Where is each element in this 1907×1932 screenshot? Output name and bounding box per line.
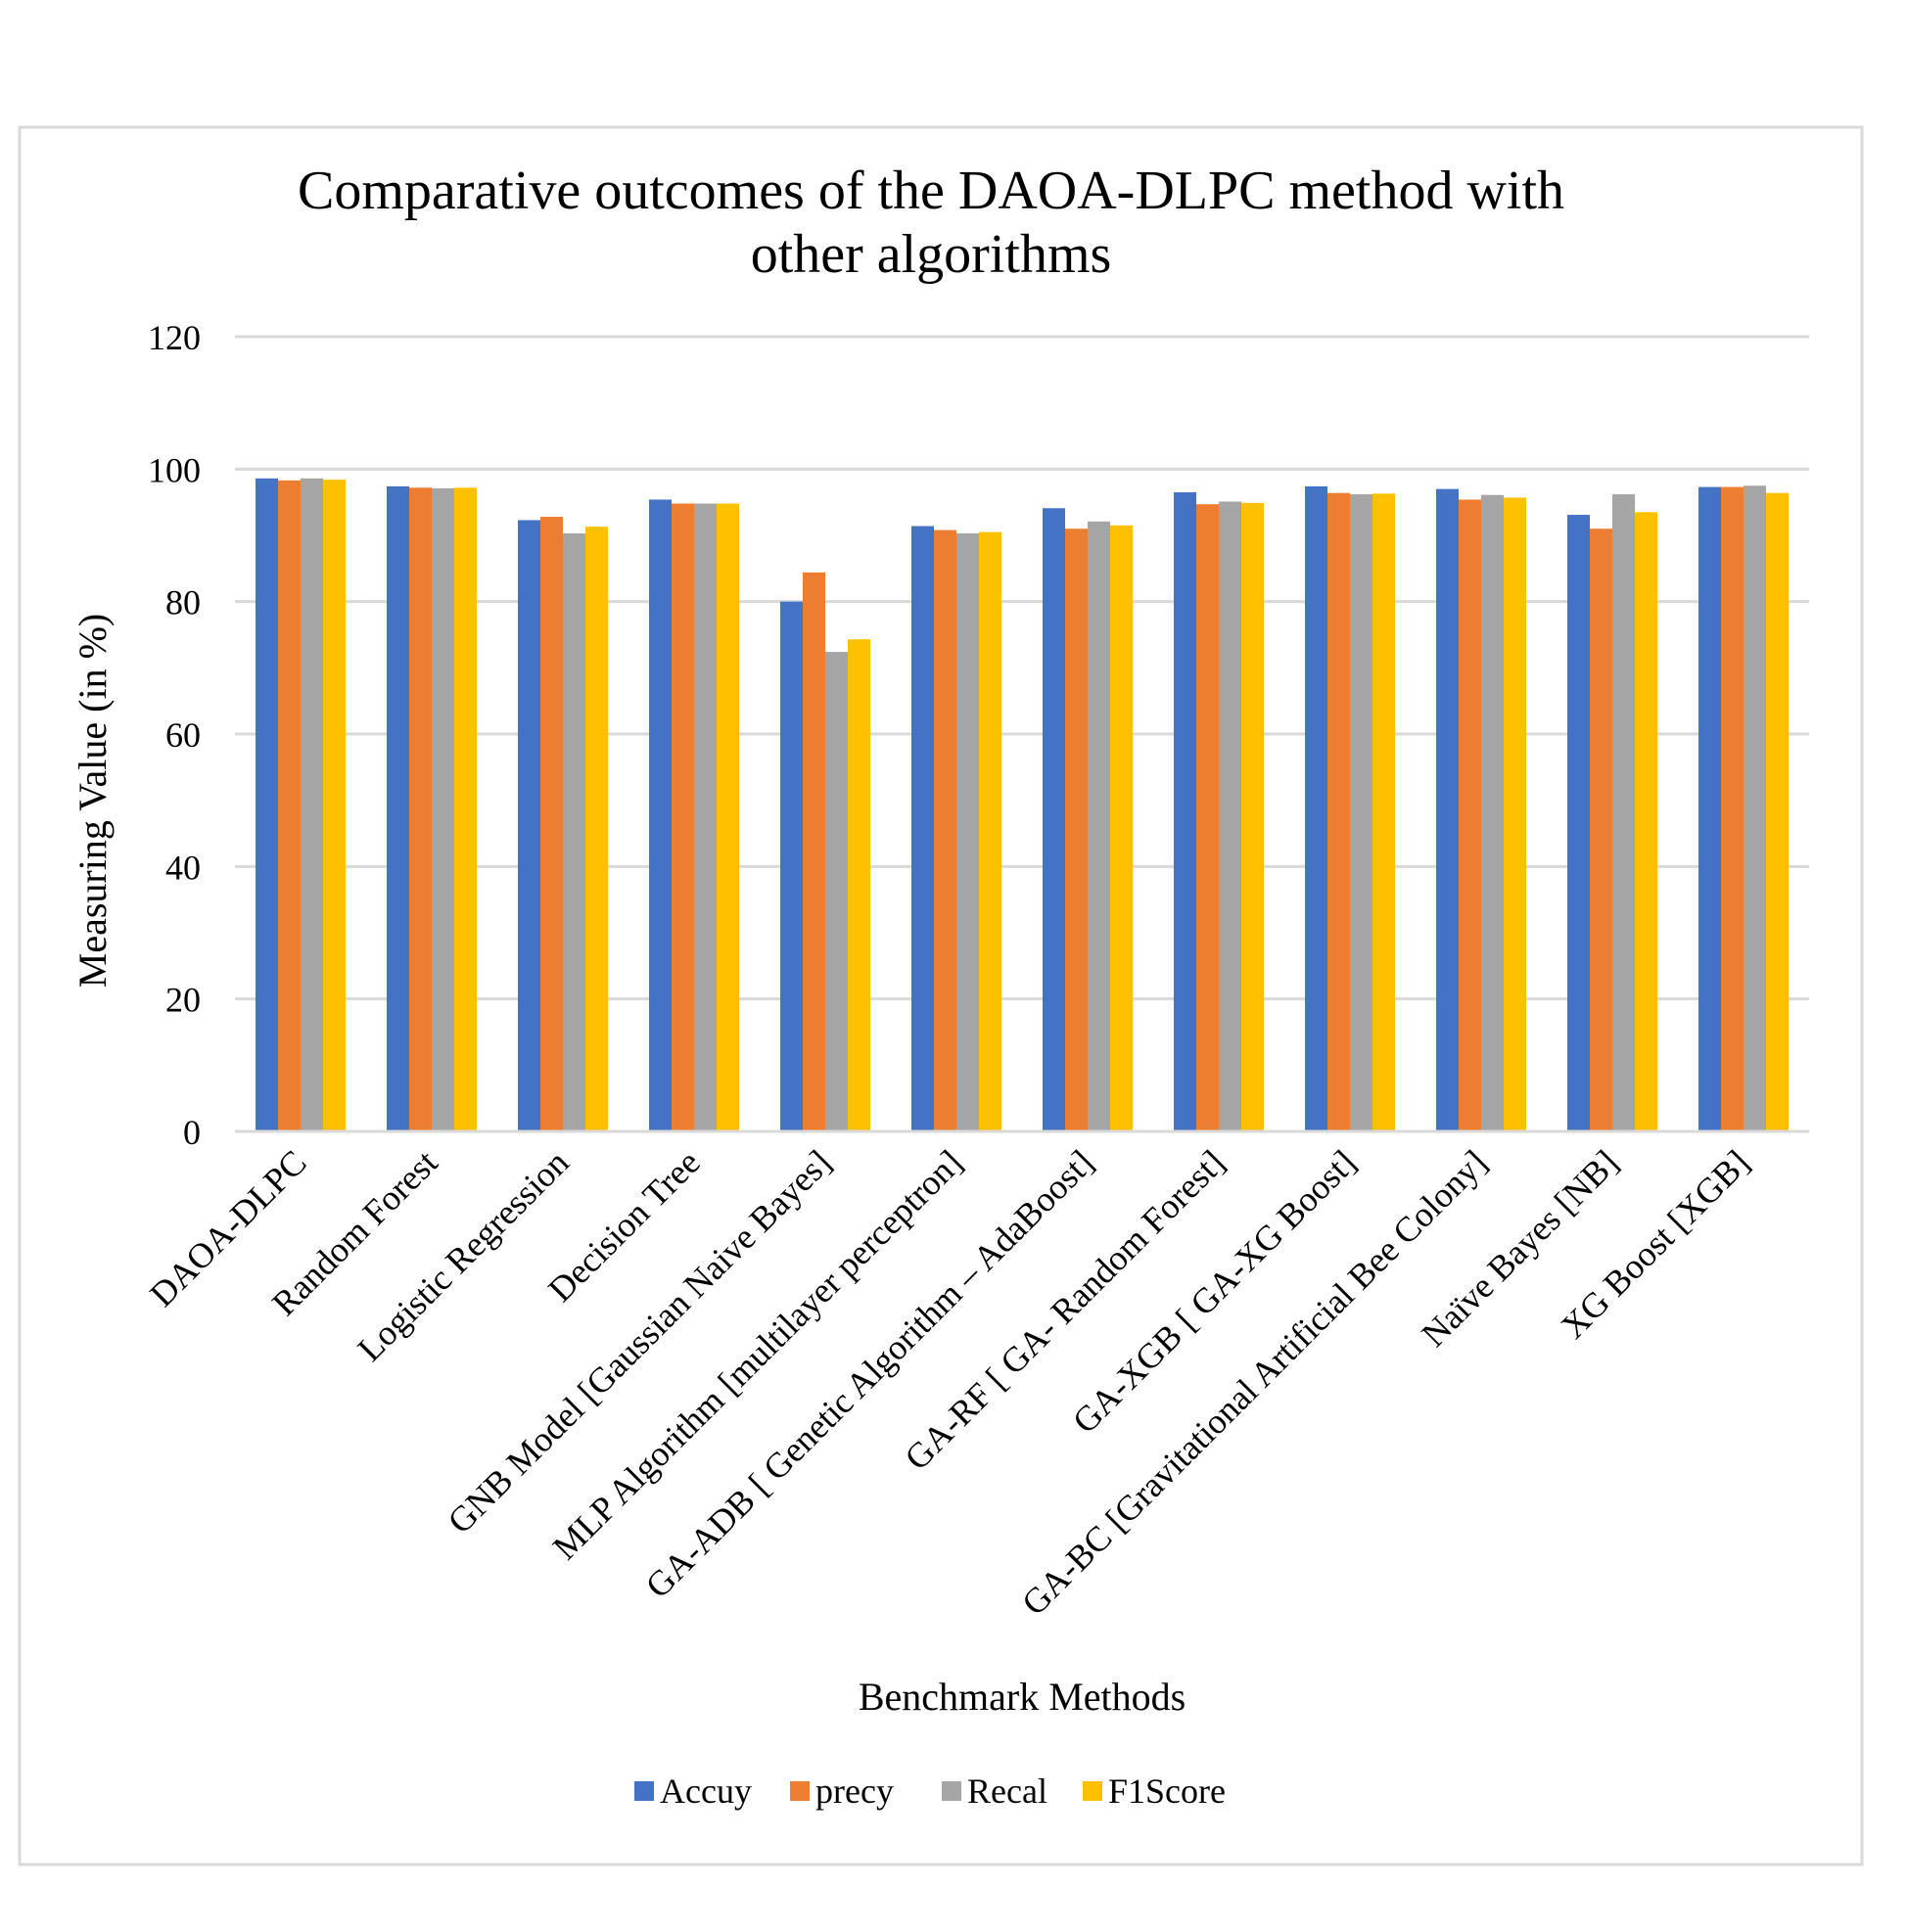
bar-recal: [956, 532, 979, 1131]
bar-f1score: [1110, 525, 1133, 1131]
bar-recal: [1219, 501, 1241, 1131]
legend-label-accuy: Accuy: [660, 1771, 752, 1811]
bar-recal: [1744, 485, 1766, 1131]
bar-accuy: [1567, 515, 1590, 1131]
legend-label-precy: precy: [815, 1771, 894, 1811]
bar-recal: [432, 487, 454, 1131]
gridlines: [235, 335, 1809, 1001]
legend-swatch-accuy: [634, 1781, 654, 1801]
y-tick-label: 100: [148, 450, 201, 489]
bar-precy: [1459, 499, 1481, 1132]
bar-precy: [672, 503, 694, 1131]
y-tick-label: 80: [165, 583, 201, 622]
bar-f1score: [1635, 512, 1657, 1131]
bar-f1score: [1504, 497, 1526, 1131]
y-tick-label: 40: [165, 848, 201, 887]
bar-precy: [934, 529, 956, 1131]
chart-title-line-1: Comparative outcomes of the DAOA-DLPC me…: [298, 161, 1564, 221]
bar-accuy: [387, 485, 409, 1132]
bar-f1score: [1766, 492, 1789, 1131]
bar-precy: [409, 487, 432, 1131]
bar-accuy: [256, 478, 278, 1132]
bar-accuy: [649, 499, 672, 1132]
bar-f1score: [979, 531, 1001, 1131]
y-tick-label: 60: [165, 715, 201, 755]
bar-recal: [1088, 521, 1110, 1131]
legend: Accuy precy Recal F1Score: [634, 1771, 1226, 1811]
bar-precy: [1721, 486, 1744, 1131]
bar-precy: [803, 572, 825, 1131]
bar-precy: [1196, 504, 1219, 1131]
bar-precy: [540, 517, 563, 1131]
bar-precy: [1065, 529, 1088, 1131]
bar-precy: [1327, 492, 1350, 1131]
bar-recal: [1612, 494, 1635, 1132]
bar-f1score: [323, 480, 346, 1131]
legend-label-f1score: F1Score: [1108, 1771, 1226, 1811]
bar-recal: [825, 652, 848, 1131]
bar-accuy: [518, 520, 540, 1131]
bar-series-group: [256, 478, 1789, 1132]
bar-recal: [694, 503, 717, 1131]
y-tick-label: 20: [165, 981, 201, 1020]
bar-accuy: [1174, 492, 1196, 1131]
bar-accuy: [1043, 508, 1065, 1131]
legend-label-recal: Recal: [967, 1771, 1047, 1811]
bar-accuy: [1698, 486, 1721, 1131]
bar-accuy: [1436, 488, 1459, 1132]
legend-swatch-f1score: [1083, 1781, 1102, 1801]
bar-recal: [1350, 494, 1372, 1132]
bar-accuy: [1305, 485, 1327, 1132]
y-tick-label: 120: [148, 318, 201, 357]
legend-swatch-precy: [790, 1781, 810, 1801]
bar-f1score: [454, 487, 477, 1131]
bar-f1score: [1372, 493, 1395, 1131]
y-axis-label: Measuring Value (in %): [70, 614, 115, 989]
bar-recal: [301, 478, 323, 1132]
bar-f1score: [717, 503, 739, 1131]
bar-accuy: [780, 601, 803, 1131]
bar-recal: [1481, 494, 1504, 1131]
bar-accuy: [911, 526, 934, 1131]
bar-f1score: [585, 527, 608, 1131]
y-tick-label: 0: [183, 1113, 201, 1152]
bar-precy: [278, 480, 301, 1131]
chart-title-line-2: other algorithms: [751, 224, 1112, 285]
x-axis-label: Benchmark Methods: [859, 1675, 1186, 1719]
y-axis-ticks: 0 20 40 60 80 100 120: [148, 318, 201, 1152]
bar-recal: [563, 532, 585, 1131]
legend-swatch-recal: [942, 1781, 961, 1801]
bar-precy: [1590, 529, 1612, 1131]
bar-f1score: [848, 639, 870, 1131]
bar-f1score: [1241, 502, 1264, 1131]
